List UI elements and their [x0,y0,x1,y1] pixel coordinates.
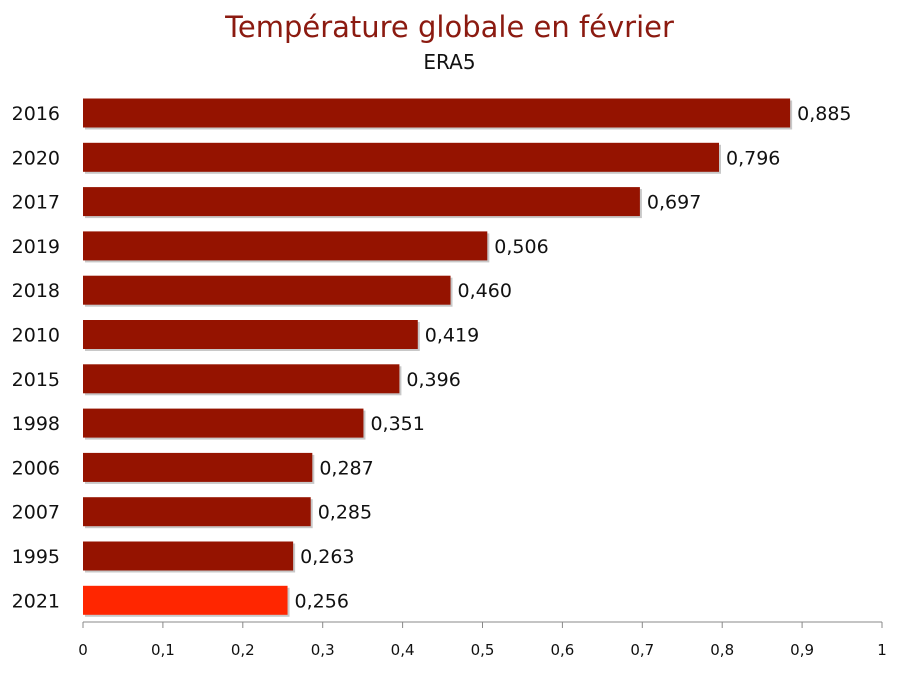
x-tick-label: 0,5 [471,641,495,659]
bar-2016 [83,98,791,128]
bar-1995 [83,541,294,571]
bars-group [83,98,793,617]
bar-2021 [83,585,288,615]
value-label-2007: 0,285 [318,502,372,524]
value-label-2018: 0,460 [458,280,512,302]
category-label-2019: 2019 [12,236,60,258]
bar-2010 [83,320,418,349]
chart-subtitle: ERA5 [423,50,476,74]
value-label-2016: 0,885 [797,103,851,125]
value-label-2006: 0,287 [319,457,373,479]
category-label-2015: 2015 [12,369,60,391]
bar-2017 [83,187,640,217]
bar-2018 [83,275,451,305]
value-label-2019: 0,506 [494,236,548,258]
x-tick-label: 0,3 [311,641,335,659]
x-tick-label: 1 [877,641,887,659]
category-label-2006: 2006 [12,457,60,479]
category-labels-group: 2016 2020 2017 2019 2018 2010 2015 1998 2006 2007… [12,103,60,612]
value-label-2017: 0,697 [647,192,701,214]
category-label-2017: 2017 [12,192,60,214]
value-label-2010: 0,419 [425,325,479,347]
bar-2020 [83,142,720,172]
bar-1998 [83,408,364,438]
bar-2006 [83,452,313,482]
bar-2007 [83,497,311,527]
x-axis: 0 0,1 0,2 0,3 0,4 0,5 0,6 0,7 0,8 0,9 1 [78,621,887,659]
x-tick-label: 0,8 [710,641,734,659]
value-label-1995: 0,263 [300,546,354,568]
value-label-1998: 0,351 [370,413,424,435]
x-tick-label: 0 [78,641,88,659]
category-label-1998: 1998 [12,413,60,435]
bar-2019 [83,231,488,261]
x-tick-label: 0,2 [231,641,255,659]
category-label-1995: 1995 [12,546,60,568]
value-label-2021: 0,256 [295,590,349,612]
bar-2015 [83,364,400,394]
value-label-2020: 0,796 [726,147,780,169]
x-tick-label: 0,1 [151,641,175,659]
category-label-2007: 2007 [12,502,60,524]
category-label-2020: 2020 [12,147,60,169]
x-tick-label: 0,9 [790,641,814,659]
category-label-2021: 2021 [12,590,60,612]
category-label-2010: 2010 [12,325,60,347]
x-tick-label: 0,6 [550,641,574,659]
category-label-2018: 2018 [12,280,60,302]
category-label-2016: 2016 [12,103,60,125]
x-tick-label: 0,4 [391,641,415,659]
value-labels-group: 0,885 0,796 0,697 0,506 0,460 0,419 0,396 0,351… [295,103,852,612]
value-label-2015: 0,396 [406,369,460,391]
chart-title: Température globale en février [225,10,674,44]
x-tick-label: 0,7 [630,641,654,659]
